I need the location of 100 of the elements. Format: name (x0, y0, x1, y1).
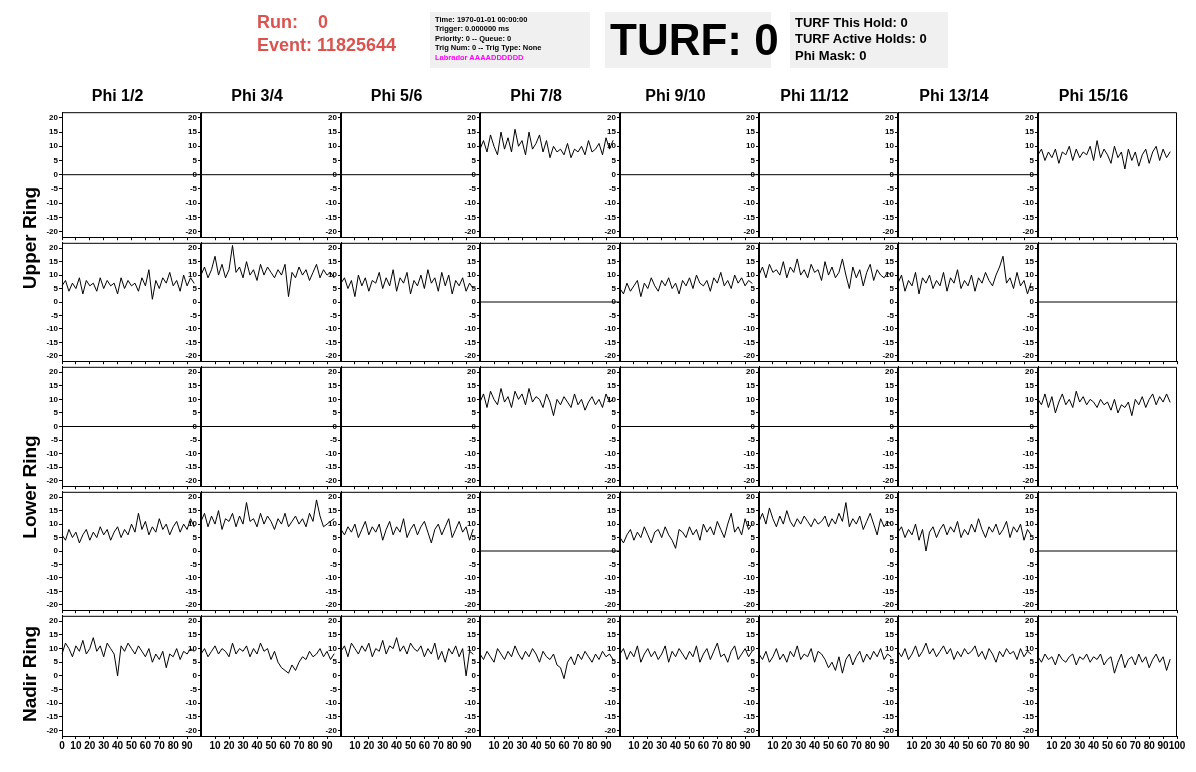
x-tick-label: 80 (167, 739, 180, 751)
y-tick-label: 10 (328, 141, 338, 151)
y-tick-label: 20 (607, 367, 617, 377)
y-tick-label: 5 (471, 155, 477, 165)
y-tick-label: -10 (325, 198, 338, 208)
y-tick-label: -5 (747, 184, 756, 194)
y-tick-label: -10 (325, 324, 338, 334)
y-tick-label: -5 (329, 559, 338, 569)
x-tick-label: 50 (962, 739, 974, 751)
y-tick-label: -5 (189, 435, 198, 445)
chart-title: Phi 3/4 (231, 87, 283, 105)
y-tick-label: 20 (885, 367, 895, 377)
y-tick-label: -15 (882, 462, 895, 472)
y-tick-label: -10 (743, 573, 756, 583)
y-tick-label: -20 (743, 475, 756, 485)
x-tick-label: 90 (321, 739, 333, 751)
y-tick-label: 5 (471, 532, 477, 542)
chart-title: Phi 5/6 (370, 87, 423, 105)
y-tick-label: 5 (192, 155, 198, 165)
y-tick-label: 15 (188, 256, 198, 266)
y-tick-label: -15 (325, 586, 338, 596)
y-tick-label: 0 (53, 421, 59, 431)
y-tick-label: -5 (608, 435, 617, 445)
y-tick-label: -20 (46, 475, 59, 485)
text: Phi Mask: 0 (795, 47, 868, 64)
chart-title: Phi 11/12 (780, 87, 849, 105)
y-tick-label: 0 (750, 546, 756, 556)
x-tick-label: 20 (84, 739, 96, 751)
y-tick-label: -20 (1022, 475, 1035, 485)
y-tick-label: 15 (49, 381, 59, 390)
y-tick-label: 20 (49, 492, 59, 502)
y-tick-label: -20 (1022, 725, 1035, 735)
y-tick-label: 5 (332, 155, 338, 165)
y-tick-label: 5 (1029, 408, 1035, 418)
y-tick-label: 0 (332, 169, 338, 179)
y-tick-label: 0 (1029, 671, 1035, 681)
y-tick-label: 5 (332, 657, 338, 667)
y-tick-label: 5 (471, 283, 477, 293)
y-tick-label: 20 (746, 367, 756, 377)
x-tick-label: 60 (1115, 739, 1128, 751)
y-tick-label: -15 (46, 586, 59, 596)
y-tick-label: -5 (886, 435, 895, 445)
x-tick-label: 90 (460, 739, 473, 751)
y-tick-label: 0 (889, 297, 895, 307)
y-tick-label: -15 (325, 337, 338, 347)
y-tick-label: 20 (746, 243, 756, 253)
x-tick-label: 40 (112, 739, 124, 751)
y-tick-label: -15 (185, 212, 198, 222)
y-tick-label: -15 (464, 337, 477, 347)
y-tick-label: -15 (1022, 586, 1035, 596)
y-tick-label: 0 (889, 169, 895, 179)
x-tick-label: 20 (363, 739, 375, 751)
y-tick-label: 10 (746, 270, 756, 280)
y-tick-label: 5 (1029, 532, 1035, 542)
y-tick-label: 10 (188, 270, 198, 280)
x-tick-label: 70 (432, 739, 445, 751)
x-tick-label: 30 (656, 739, 668, 751)
y-tick-label: -20 (185, 226, 198, 236)
x-tick-label: 40 (670, 739, 682, 751)
y-tick-label: 20 (885, 492, 895, 502)
y-tick-label: 20 (607, 113, 617, 123)
y-tick-label: -15 (185, 586, 198, 596)
y-tick-label: -10 (604, 324, 617, 334)
y-tick-label: 15 (49, 127, 59, 137)
y-tick-label: 10 (49, 643, 59, 653)
y-tick-label: -20 (464, 725, 477, 735)
y-tick-label: 20 (188, 243, 198, 253)
y-tick-label: 10 (746, 141, 756, 151)
text: TURF This Hold: 0 (795, 15, 909, 32)
y-tick-label: -20 (325, 475, 338, 485)
y-tick-label: -10 (185, 698, 198, 708)
x-tick-label: 30 (795, 739, 807, 751)
y-tick-label: -5 (608, 559, 617, 569)
y-tick-label: 15 (328, 256, 338, 266)
y-tick-label: 5 (192, 657, 198, 667)
y-tick-label: 0 (889, 546, 895, 556)
x-tick-label: 30 (98, 739, 110, 751)
y-tick-label: 15 (1025, 630, 1035, 640)
y-tick-label: -20 (604, 725, 617, 735)
x-tick-label: 90 (1157, 739, 1170, 751)
y-tick-label: 10 (467, 519, 477, 529)
y-tick-label: 15 (467, 127, 477, 137)
y-tick-label: -15 (743, 712, 756, 722)
y-tick-label: 0 (192, 169, 198, 179)
y-tick-label: -20 (743, 226, 756, 236)
y-tick-label: -10 (1022, 198, 1035, 208)
x-tick-label: 80 (864, 739, 877, 751)
y-tick-label: 20 (746, 492, 756, 502)
x-tick-label: 50 (822, 739, 835, 751)
x-tick-label: 10 (488, 739, 500, 751)
y-tick-label: 20 (328, 616, 338, 626)
y-tick-label: 15 (328, 505, 338, 515)
y-tick-label: 10 (607, 270, 617, 280)
y-tick-label: -10 (464, 324, 477, 334)
y-axis-title: Lower Ring (19, 435, 41, 539)
y-tick-label: 20 (328, 113, 338, 123)
y-tick-label: 10 (467, 270, 477, 280)
x-tick-label: 90 (878, 739, 891, 751)
y-tick-label: 10 (188, 394, 198, 404)
x-tick-label: 20 (223, 739, 235, 751)
